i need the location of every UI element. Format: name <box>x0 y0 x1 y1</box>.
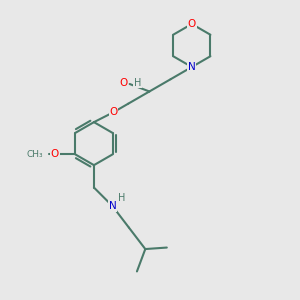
Text: N: N <box>109 201 116 211</box>
Text: H: H <box>118 193 126 203</box>
Text: CH₃: CH₃ <box>27 150 44 159</box>
Text: H: H <box>134 78 141 88</box>
Text: O: O <box>51 149 59 159</box>
Text: O: O <box>120 78 128 88</box>
Text: N: N <box>188 62 196 72</box>
Text: O: O <box>109 107 118 117</box>
Text: O: O <box>188 19 196 29</box>
